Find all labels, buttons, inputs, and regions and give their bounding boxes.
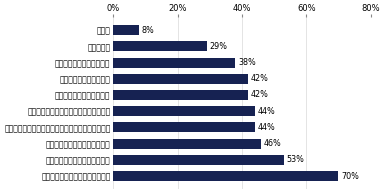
Text: 8%: 8% (142, 26, 154, 35)
Bar (113, 122, 255, 132)
Text: 42%: 42% (251, 91, 269, 99)
Text: 29%: 29% (209, 42, 227, 51)
Bar (113, 25, 139, 35)
Text: 46%: 46% (264, 139, 281, 148)
Bar (113, 74, 248, 84)
Text: 44%: 44% (257, 107, 275, 116)
Bar (113, 58, 235, 68)
Text: 70%: 70% (341, 172, 359, 180)
Text: 42%: 42% (251, 74, 269, 83)
Text: 53%: 53% (286, 155, 304, 164)
Bar (113, 171, 338, 181)
Bar (113, 155, 284, 165)
Bar (113, 41, 207, 51)
Bar (113, 90, 248, 100)
Bar (113, 106, 255, 116)
Bar (113, 139, 261, 149)
Text: 44%: 44% (257, 123, 275, 132)
Text: 38%: 38% (238, 58, 256, 67)
